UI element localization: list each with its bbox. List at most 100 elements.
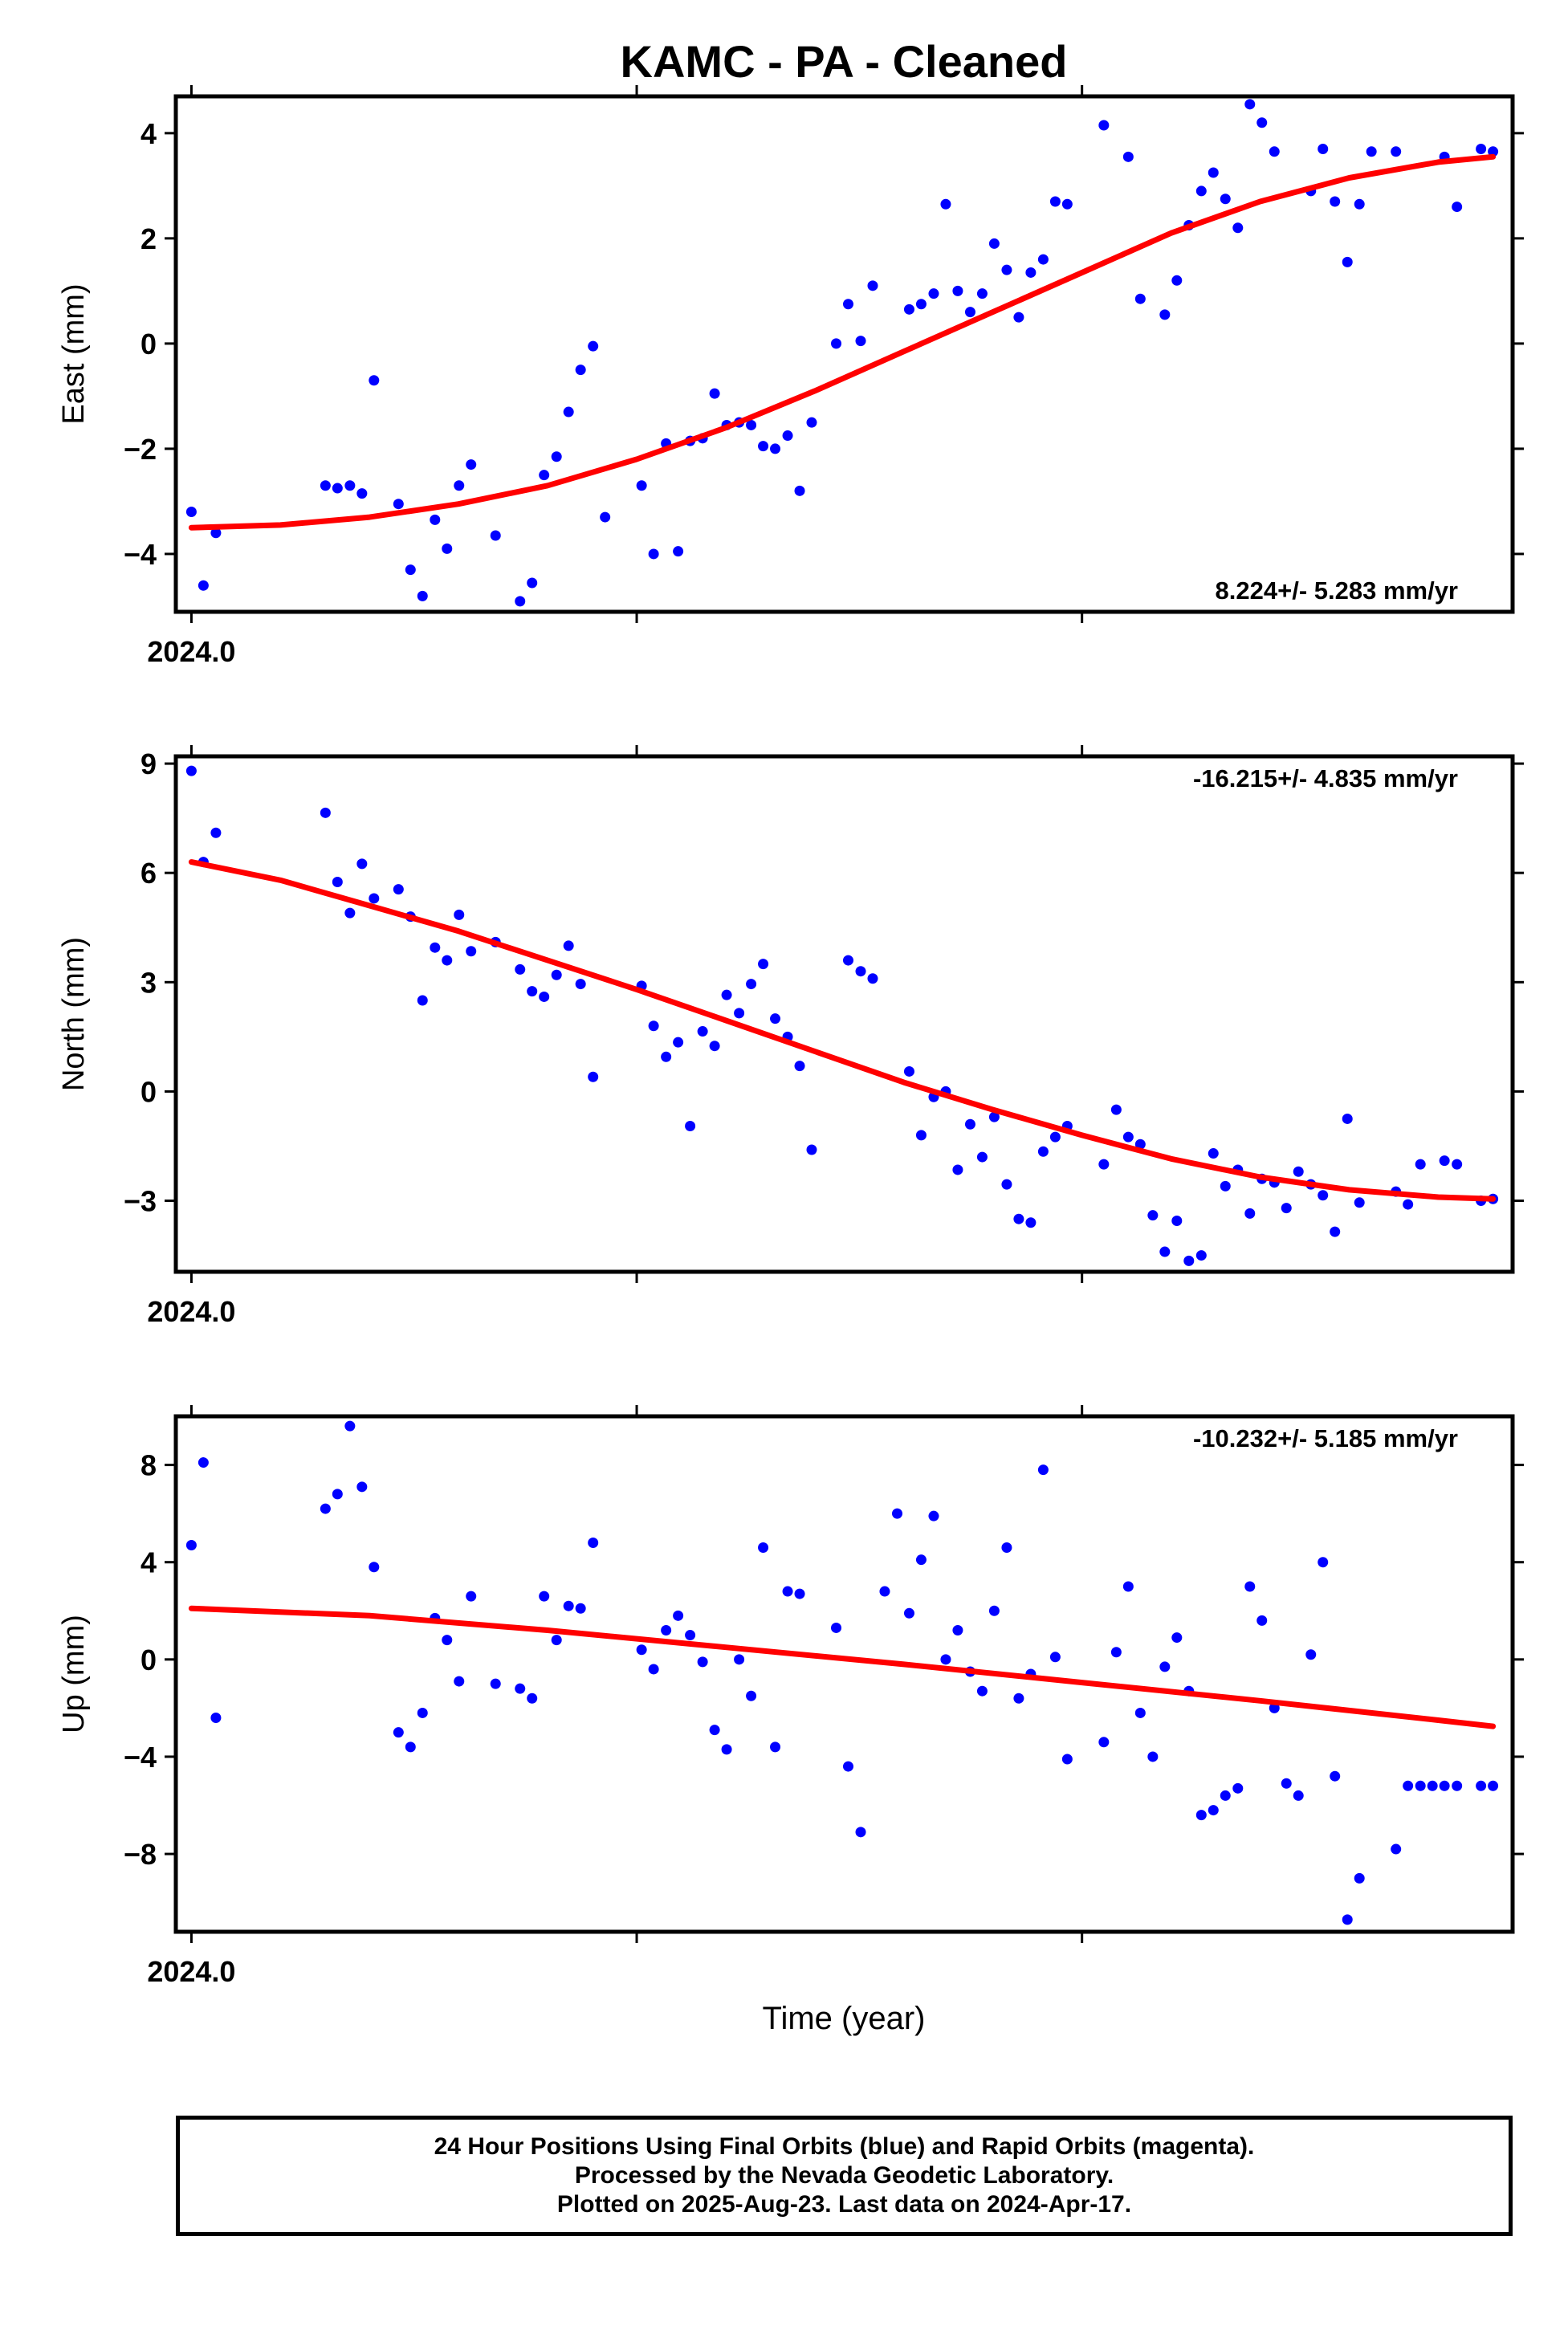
plot-area (185, 1420, 1499, 1925)
data-point (1244, 1208, 1256, 1219)
data-point (976, 288, 988, 299)
data-point (928, 288, 939, 299)
data-point (551, 451, 562, 462)
data-point (867, 973, 878, 984)
data-point (721, 1744, 732, 1755)
data-point (1427, 1780, 1438, 1791)
data-point (1195, 185, 1207, 197)
data-point (915, 299, 927, 310)
data-point (1342, 1113, 1353, 1124)
data-point (210, 827, 222, 838)
data-point (1208, 167, 1219, 178)
data-point (636, 1644, 647, 1656)
data-point (551, 969, 562, 980)
footer-line-3: Plotted on 2025-Aug-23. Last data on 202… (556, 2191, 1132, 2218)
data-point (356, 858, 368, 870)
data-point (842, 299, 853, 310)
data-point (1342, 256, 1353, 267)
data-point (1476, 1780, 1487, 1791)
data-point (1159, 309, 1171, 320)
y-tick-label: 9 (141, 747, 157, 780)
data-point (770, 1013, 781, 1024)
y-tick-label: −4 (124, 538, 157, 571)
data-point (673, 546, 684, 557)
fit-line (188, 859, 1497, 1202)
data-point (1013, 312, 1024, 323)
data-point (794, 1588, 805, 1599)
data-point (1159, 1661, 1171, 1672)
data-point (879, 1586, 890, 1597)
data-point (1037, 1464, 1049, 1476)
data-point (1439, 1155, 1450, 1167)
data-point (527, 577, 538, 589)
data-point (563, 1600, 574, 1611)
data-point (185, 507, 197, 518)
data-point (1220, 1790, 1231, 1801)
fit-line (188, 1605, 1497, 1729)
data-point (794, 485, 805, 496)
y-axis-label: East (mm) (57, 283, 91, 424)
data-point (393, 884, 404, 895)
data-point (1061, 198, 1073, 210)
data-point (1049, 196, 1061, 207)
data-point (1061, 1754, 1073, 1765)
data-point (940, 1654, 951, 1665)
data-point (527, 986, 538, 997)
data-point (855, 336, 866, 347)
plot-frame (173, 1414, 1515, 1934)
data-point (1171, 1215, 1183, 1226)
data-point (210, 528, 222, 539)
data-point (673, 1610, 684, 1621)
data-point (1269, 146, 1280, 157)
footer-box: 24 Hour Positions Using Final Orbits (bl… (176, 2116, 1513, 2236)
data-point (369, 375, 380, 386)
y-tick-label: 3 (141, 966, 157, 999)
data-point (636, 480, 647, 491)
plot-area (185, 99, 1499, 607)
data-point (1488, 1780, 1499, 1791)
data-point (575, 979, 586, 990)
data-point (697, 1656, 708, 1668)
data-point (563, 406, 574, 418)
data-point (1110, 1647, 1122, 1658)
data-point (964, 307, 975, 318)
data-point (1159, 1246, 1171, 1257)
data-point (1025, 1217, 1037, 1228)
data-point (490, 530, 501, 541)
data-point (369, 893, 380, 904)
data-point (1452, 202, 1463, 213)
data-point (490, 1678, 501, 1689)
data-point (770, 443, 781, 454)
data-point (332, 1489, 343, 1500)
data-point (454, 1676, 465, 1687)
data-point (964, 1118, 975, 1130)
data-point (903, 1607, 914, 1619)
data-point (1293, 1166, 1304, 1177)
data-point (1342, 1914, 1353, 1925)
data-point (515, 1683, 526, 1694)
x-tick-label: 2024.0 (147, 1295, 235, 1328)
data-point (1025, 267, 1037, 278)
data-point (356, 1481, 368, 1493)
data-point (1318, 1190, 1329, 1201)
data-point (344, 480, 356, 491)
data-point (1256, 1615, 1268, 1626)
data-point (1269, 1702, 1280, 1713)
y-tick-label: −2 (124, 433, 157, 466)
y-tick-label: 2 (141, 222, 157, 255)
y-tick-label: −8 (124, 1838, 157, 1871)
x-tick-label: 2024.0 (147, 635, 235, 668)
data-point (1195, 1250, 1207, 1261)
plot-area (185, 765, 1499, 1266)
data-point (1391, 146, 1402, 157)
data-point (988, 1605, 1000, 1616)
y-tick-label: 0 (141, 1644, 157, 1676)
y-axis-label: Up (mm) (57, 1615, 91, 1733)
data-point (551, 1635, 562, 1646)
panels-group: 4 2 0 −2 −4 2024.0 East (mm) 8.224+/- 5.283 mm/… (57, 85, 1524, 1988)
data-point (575, 365, 586, 376)
data-point (1293, 1790, 1304, 1801)
data-point (903, 303, 914, 315)
data-point (185, 1540, 197, 1550)
rate-annotation: -16.215+/- 4.835 mm/yr (1193, 764, 1458, 792)
